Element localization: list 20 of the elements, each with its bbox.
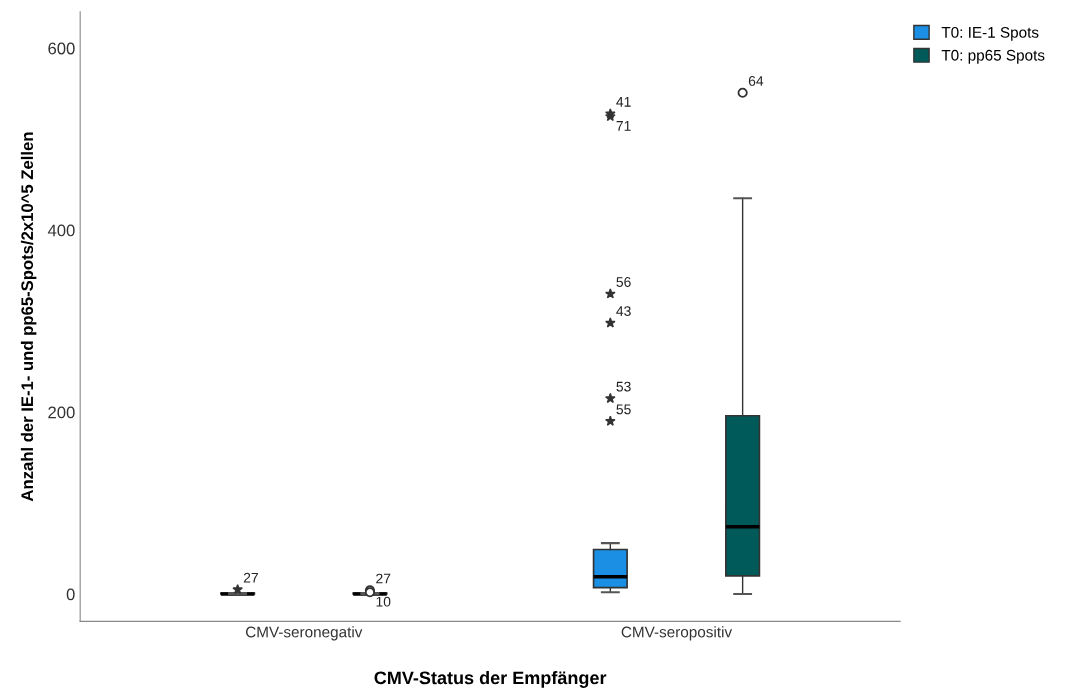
- y-tick-label: 400: [47, 224, 75, 237]
- annotation: 55: [616, 404, 631, 415]
- annotation: 41: [616, 97, 631, 107]
- y-tick-label: 600: [48, 42, 75, 55]
- annotation: 43: [616, 306, 631, 317]
- y-axis-title: Anzahl der IE-1- und pp65-Spots/2x10^5 Zellen: [20, 132, 37, 502]
- x-tick-label: CMV-seronegativ: [245, 626, 363, 641]
- annotation: 27: [376, 573, 391, 584]
- annotation: 53: [616, 381, 631, 392]
- legend-label: T0: IE-1 Spots: [941, 26, 1039, 41]
- x-tick-label: CMV-seropositiv: [621, 626, 733, 641]
- annotation: 27: [243, 572, 258, 583]
- y-tick-label: 200: [48, 406, 75, 419]
- annotation: 71: [616, 121, 631, 131]
- y-tick-label: 0: [66, 588, 75, 601]
- legend-label: T0: pp65 Spots: [941, 49, 1045, 64]
- annotation: 10: [376, 596, 391, 607]
- annotation: 64: [748, 76, 764, 86]
- annotation: 56: [616, 277, 631, 287]
- x-axis-title: CMV-Status der Empfänger: [374, 670, 607, 688]
